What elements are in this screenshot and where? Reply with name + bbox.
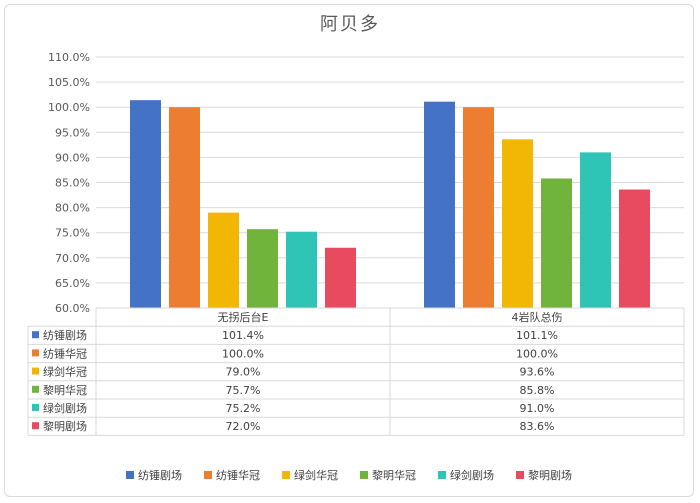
data-label-1-1: 100.0% [516, 347, 558, 360]
data-label-2-0: 79.0% [226, 366, 261, 379]
bar-5-0 [325, 247, 356, 308]
legend-entry-5: 黎明剧场 [528, 468, 572, 482]
legend-key-0 [126, 471, 134, 479]
legend-key-1 [204, 471, 212, 479]
bars [130, 100, 650, 308]
bar-1-0 [169, 107, 200, 308]
y-axis-tick-labels: 60.0% 65.0% 70.0% 75.0% 80.0% 85.0% 90.0% 95.0%… [48, 51, 90, 315]
data-label-3-0: 75.7% [226, 384, 261, 397]
chart-frame [4, 4, 694, 497]
legend-key-2 [282, 471, 290, 479]
data-label-4-0: 75.2% [226, 402, 261, 415]
row-legend-key-1 [32, 349, 39, 357]
bar-2-0 [208, 212, 239, 308]
legend-key-4 [438, 471, 446, 479]
y-tick-label: 70.0% [55, 252, 90, 265]
data-label-3-1: 85.8% [520, 384, 555, 397]
bar-0-0 [130, 100, 161, 308]
y-tick-label: 105.0% [48, 76, 90, 89]
data-label-0-1: 101.1% [516, 329, 558, 342]
y-tick-label: 60.0% [55, 302, 90, 315]
legend-entry-0: 纺锤剧场 [138, 468, 182, 482]
data-label-5-1: 83.6% [520, 420, 555, 433]
bar-1-1 [463, 107, 494, 308]
data-label-0-0: 101.4% [222, 329, 264, 342]
row-label-0: 纺锤剧场 [43, 328, 87, 342]
data-label-2-1: 93.6% [520, 366, 555, 379]
category-label-0: 无拐后台E [218, 310, 269, 324]
legend-key-3 [360, 471, 368, 479]
row-legend-key-5 [32, 422, 39, 430]
y-tick-label: 100.0% [48, 101, 90, 114]
data-label-4-1: 91.0% [520, 402, 555, 415]
y-tick-label: 80.0% [55, 202, 90, 215]
data-label-5-0: 72.0% [226, 420, 261, 433]
bar-0-1 [424, 101, 455, 308]
row-legend-key-0 [32, 331, 39, 339]
y-tick-label: 65.0% [55, 277, 90, 290]
bar-3-0 [247, 229, 278, 308]
bar-5-1 [619, 189, 650, 308]
row-legend-key-4 [32, 404, 39, 411]
row-label-2: 绿剑华冠 [43, 365, 87, 379]
row-legend-key-2 [32, 367, 39, 375]
row-label-5: 黎明剧场 [43, 419, 87, 433]
y-tick-label: 110.0% [48, 51, 90, 64]
bar-4-0 [286, 231, 317, 308]
y-tick-label: 95.0% [55, 126, 90, 139]
legend-entry-2: 绿剑华冠 [294, 468, 338, 482]
bar-4-1 [580, 152, 611, 308]
legend-entry-1: 纺锤华冠 [216, 468, 260, 482]
legend: 纺锤剧场 纺锤华冠 绿剑华冠 黎明华冠 绿剑剧场 黎明剧场 [126, 468, 572, 482]
chart-title: 阿贝多 [320, 14, 380, 35]
y-tick-label: 75.0% [55, 227, 90, 240]
data-label-1-0: 100.0% [222, 347, 264, 360]
row-label-3: 黎明华冠 [43, 383, 87, 397]
row-label-1: 纺锤华冠 [43, 346, 87, 360]
legend-key-5 [516, 471, 524, 479]
row-label-4: 绿剑剧场 [43, 401, 87, 415]
bar-3-1 [541, 178, 572, 308]
row-legend-key-3 [32, 385, 39, 393]
bar-2-1 [502, 139, 533, 308]
y-tick-label: 90.0% [55, 151, 90, 164]
y-tick-label: 85.0% [55, 177, 90, 190]
legend-entry-4: 绿剑剧场 [450, 468, 494, 482]
legend-entry-3: 黎明华冠 [372, 468, 416, 482]
category-label-1: 4岩队总伤 [512, 310, 563, 324]
